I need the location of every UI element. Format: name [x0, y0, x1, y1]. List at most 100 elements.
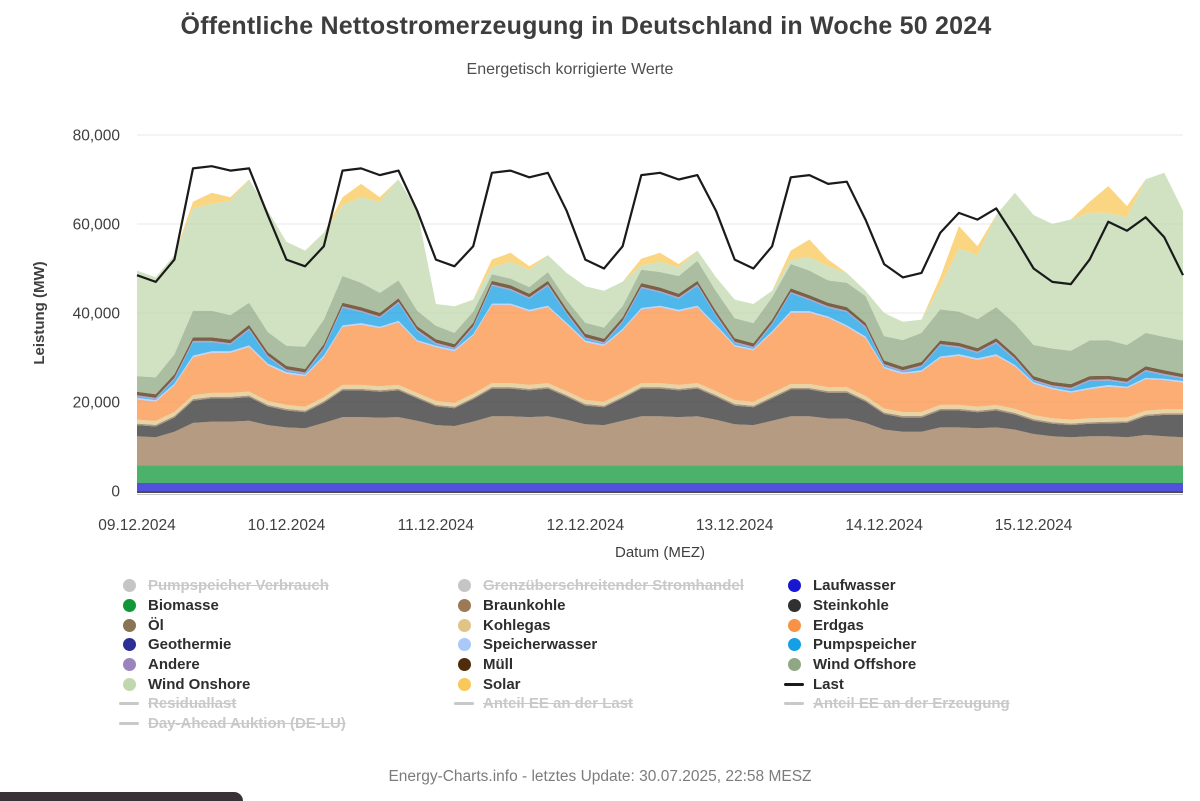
marker-swatch	[787, 579, 801, 593]
legend-label: Biomasse	[148, 597, 219, 615]
area-wind-onshore[interactable]	[137, 172, 1183, 378]
legend-item-müll[interactable]: Müll	[453, 655, 744, 675]
legend-circle-marker	[118, 618, 140, 632]
legend-item-laufwasser[interactable]: Laufwasser	[783, 576, 1010, 596]
legend-line-marker	[783, 682, 805, 686]
legend-item-pumpspeicher[interactable]: Pumpspeicher	[783, 635, 1010, 655]
area-kohlegas[interactable]	[137, 383, 1183, 425]
legend-item-andere[interactable]: Andere	[118, 655, 346, 675]
legend-label: Braunkohle	[483, 597, 566, 615]
marker-swatch	[122, 658, 136, 672]
legend-circle-marker	[453, 599, 475, 613]
marker-swatch	[787, 618, 801, 632]
legend-item-wind-onshore[interactable]: Wind Onshore	[118, 674, 346, 694]
line-last[interactable]	[136, 165, 1184, 286]
marker-swatch	[119, 702, 139, 706]
legend-label: Erdgas	[813, 616, 864, 634]
marker-swatch	[787, 658, 801, 672]
legend-label: Pumpspeicher	[813, 636, 917, 654]
area-laufwasser[interactable]	[137, 483, 1183, 491]
legend-item-day-ahead-auktion-de-lu[interactable]: Day-Ahead Auktion (DE-LU)	[118, 714, 346, 734]
legend-circle-marker	[783, 638, 805, 652]
legend-circle-marker	[118, 677, 140, 691]
footer-update-text: Energy-Charts.info - letztes Update: 30.…	[388, 768, 812, 785]
marker-swatch	[119, 722, 139, 726]
marker-swatch	[784, 702, 804, 706]
marker-swatch	[457, 677, 471, 691]
legend-item-pumpspeicher-verbrauch[interactable]: Pumpspeicher Verbrauch	[118, 576, 346, 596]
legend-item-anteil-ee-an-der-erzeugung[interactable]: Anteil EE an der Erzeugung	[783, 694, 1010, 714]
legend-item-geothermie[interactable]: Geothermie	[118, 635, 346, 655]
marker-swatch	[122, 618, 136, 632]
legend-circle-marker	[118, 599, 140, 613]
x-tick-label: 11.12.2024	[398, 517, 475, 534]
legend-item-braunkohle[interactable]: Braunkohle	[453, 596, 744, 616]
legend-circle-marker	[118, 579, 140, 593]
legend-item-erdgas[interactable]: Erdgas	[783, 615, 1010, 635]
legend-label: Müll	[483, 656, 513, 674]
legend-item-last[interactable]: Last	[783, 674, 1010, 694]
legend-item-öl[interactable]: Öl	[118, 615, 346, 635]
x-tick-label: 14.12.2024	[845, 517, 923, 534]
legend-line-marker	[783, 702, 805, 706]
legend-item-anteil-ee-an-der-last[interactable]: Anteil EE an der Last	[453, 694, 744, 714]
x-tick-label: 13.12.2024	[696, 517, 774, 534]
marker-swatch	[784, 682, 804, 686]
x-tick-label: 10.12.2024	[248, 517, 326, 534]
y-tick-label: 80,000	[73, 128, 121, 145]
legend-item-grenzüberschreitender-stromhandel[interactable]: Grenzüberschreitender Stromhandel	[453, 576, 744, 596]
legend-line-marker	[118, 702, 140, 706]
legend-circle-marker	[453, 638, 475, 652]
legend-item-residuallast[interactable]: Residuallast	[118, 694, 346, 714]
legend-circle-marker	[453, 618, 475, 632]
area-pumpspeicher[interactable]	[137, 285, 1183, 401]
legend-label: Andere	[148, 656, 200, 674]
legend-label: Solar	[483, 675, 521, 693]
area-erdgas[interactable]	[137, 305, 1183, 421]
marker-swatch	[122, 638, 136, 652]
marker-swatch	[787, 599, 801, 613]
legend-label: Last	[813, 675, 844, 693]
legend-item-speicherwasser[interactable]: Speicherwasser	[453, 635, 744, 655]
legend-label: Pumpspeicher Verbrauch	[148, 577, 329, 595]
marker-swatch	[454, 702, 474, 706]
legend-item-steinkohle[interactable]: Steinkohle	[783, 596, 1010, 616]
legend-column-1: Pumpspeicher Verbrauch Biomasse Öl Geotherm…	[118, 576, 346, 734]
legend-label: Speicherwasser	[483, 636, 598, 654]
y-tick-label: 0	[111, 484, 120, 501]
x-tick-label: 09.12.2024	[98, 517, 176, 534]
x-tick-label: 12.12.2024	[546, 517, 624, 534]
marker-swatch	[457, 579, 471, 593]
area-solar[interactable]	[137, 172, 1183, 322]
area-wind-offshore[interactable]	[137, 260, 1183, 395]
area-braunkohle[interactable]	[137, 416, 1183, 466]
legend-column-2: Grenzüberschreitender Stromhandel Braunko…	[453, 576, 744, 714]
page-subtitle: Energetisch korrigierte Werte	[466, 61, 674, 78]
y-tick-label: 40,000	[73, 306, 121, 323]
legend-label: Kohlegas	[483, 616, 551, 634]
legend-item-biomasse[interactable]: Biomasse	[118, 596, 346, 616]
legend-label: Anteil EE an der Erzeugung	[813, 695, 1010, 713]
legend-item-solar[interactable]: Solar	[453, 674, 744, 694]
legend-circle-marker	[453, 677, 475, 691]
legend-item-kohlegas[interactable]: Kohlegas	[453, 615, 744, 635]
legend-label: Grenzüberschreitender Stromhandel	[483, 577, 744, 595]
legend-line-marker	[118, 722, 140, 726]
marker-swatch	[787, 638, 801, 652]
legend-item-wind-offshore[interactable]: Wind Offshore	[783, 655, 1010, 675]
page-title: Öffentliche Nettostromerzeugung in Deuts…	[180, 12, 992, 40]
marker-swatch	[457, 618, 471, 632]
legend-label: Day-Ahead Auktion (DE-LU)	[148, 715, 346, 733]
marker-swatch	[457, 599, 471, 613]
area-steinkohle[interactable]	[137, 388, 1183, 438]
marker-swatch	[122, 677, 136, 691]
legend-circle-marker	[783, 658, 805, 672]
area-biomasse[interactable]	[137, 465, 1183, 483]
legend-circle-marker	[783, 579, 805, 593]
legend-label: Wind Onshore	[148, 675, 251, 693]
bottom-left-partial-banner[interactable]	[0, 792, 243, 801]
legend-label: Anteil EE an der Last	[483, 695, 634, 713]
area-oel[interactable]	[137, 387, 1183, 427]
